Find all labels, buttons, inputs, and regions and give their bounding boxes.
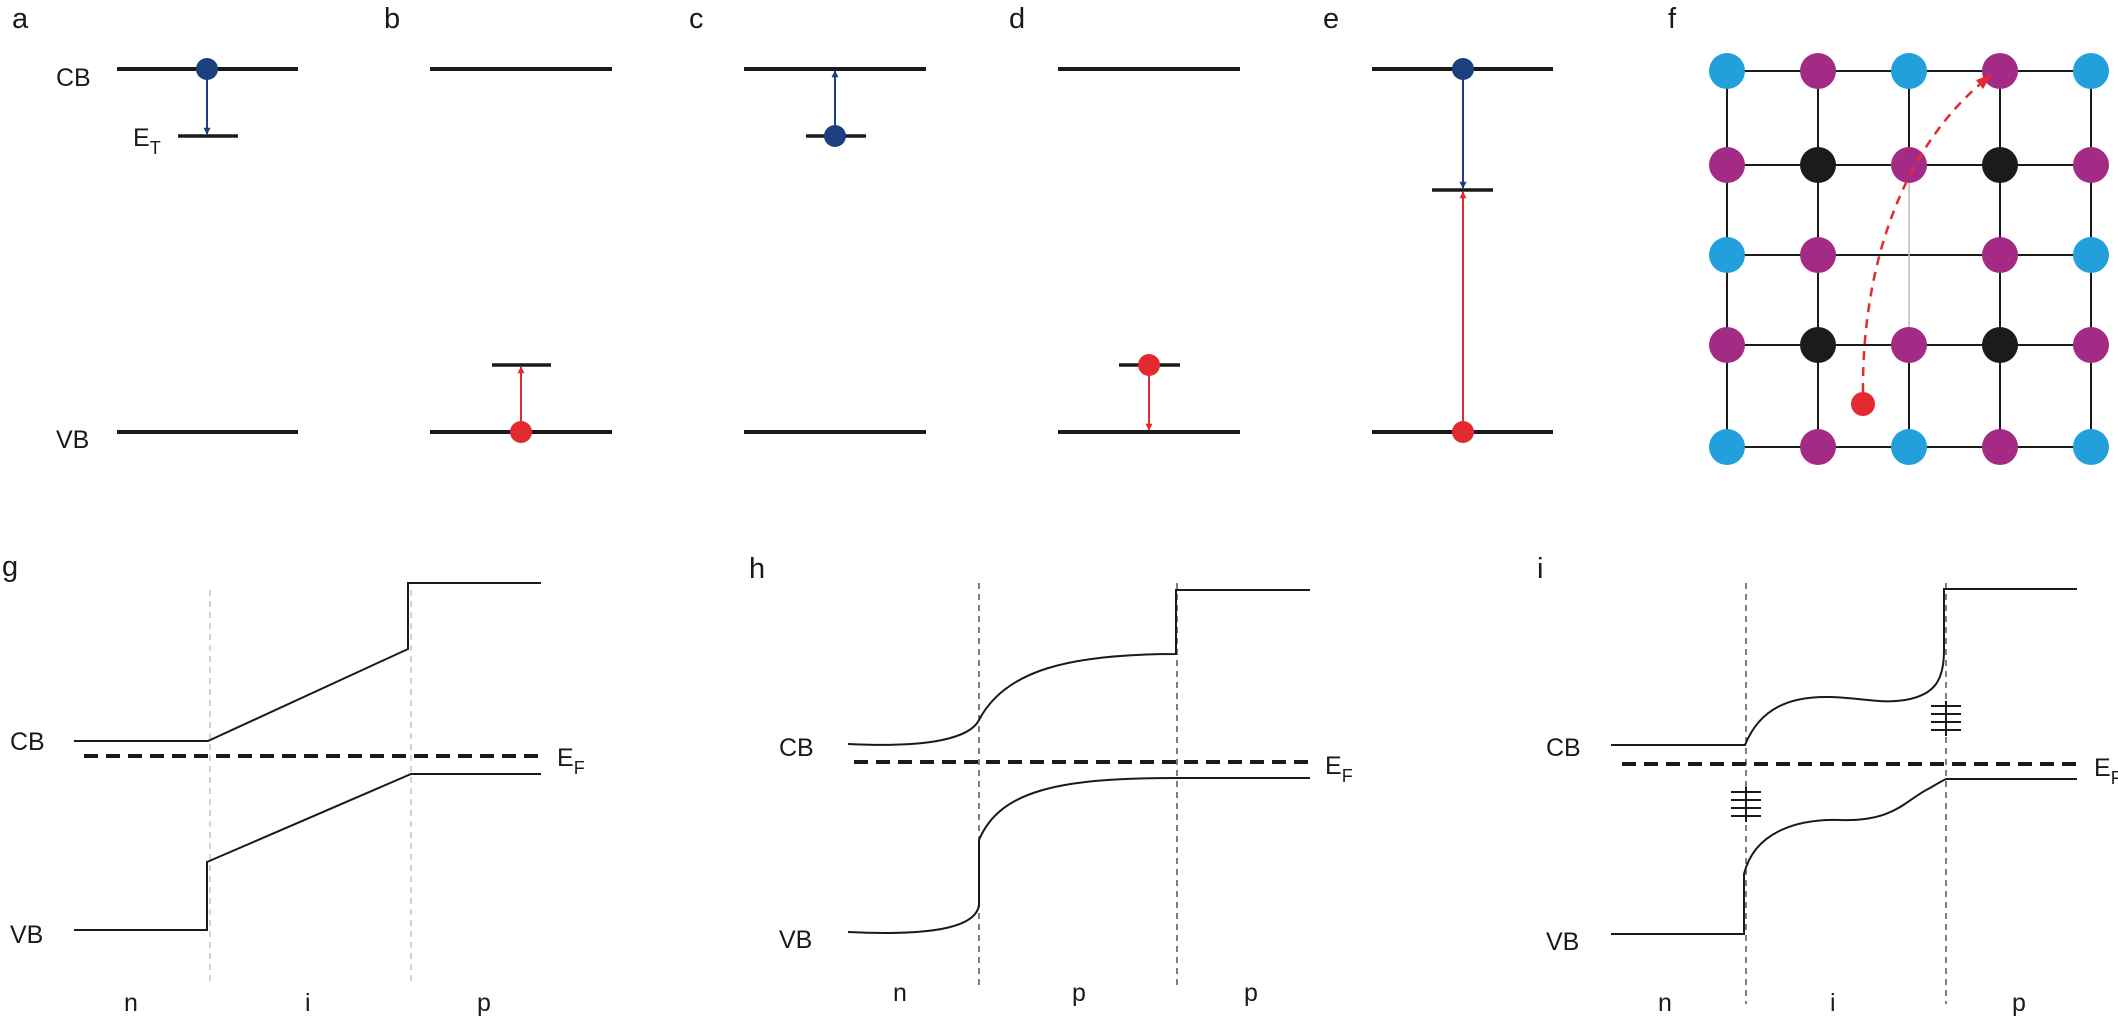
panel-letter-a: a: [12, 3, 29, 35]
cb-label: CB: [56, 64, 91, 92]
electron: [1452, 58, 1474, 80]
region-label-p: p: [477, 989, 491, 1017]
panel-b: b: [384, 3, 612, 443]
fermi-level-label: EF: [2094, 754, 2118, 788]
vb-label: VB: [56, 426, 89, 454]
panel-i: i CB VB EF n i p: [1537, 553, 2118, 1017]
region-label-n: n: [1658, 989, 1672, 1017]
lattice-atom-magenta: [1891, 327, 1927, 363]
trap-energy-label: ET: [133, 124, 161, 158]
panel-f: f: [1668, 3, 2109, 465]
fermi-level-label: EF: [557, 744, 585, 778]
panel-h: h CB VB EF n p p: [749, 553, 1353, 1007]
region-label-p: p: [1072, 979, 1086, 1007]
panel-letter-b: b: [384, 3, 400, 35]
lattice-atom-magenta: [1709, 147, 1745, 183]
lattice-atom-cyan: [1709, 53, 1745, 89]
lattice-atom-cyan: [1891, 429, 1927, 465]
region-label-i: i: [1830, 989, 1836, 1017]
valence-band-edge: [1611, 778, 2077, 935]
electron: [196, 58, 218, 80]
lattice-atom-magenta: [1982, 53, 2018, 89]
panel-e: e: [1323, 3, 1553, 443]
lattice-atom-magenta: [1800, 429, 1836, 465]
panel-letter-f: f: [1668, 3, 1677, 35]
valence-band-edge: [74, 773, 541, 931]
panel-letter-h: h: [749, 553, 765, 585]
hole: [510, 421, 532, 443]
lattice-atom-magenta: [2073, 147, 2109, 183]
lattice-atom-magenta: [1982, 237, 2018, 273]
mobile-defect: [1851, 392, 1875, 416]
fermi-level-label: EF: [1325, 752, 1353, 786]
vb-label: VB: [10, 921, 43, 949]
crystal-lattice: [1709, 53, 2109, 465]
lattice-atom-cyan: [2073, 53, 2109, 89]
electron: [824, 125, 846, 147]
lattice-atom-cyan: [1891, 53, 1927, 89]
conduction-band-edge: [1611, 588, 2077, 746]
conduction-band-edge: [847, 589, 1310, 746]
interface-trap-states: [1931, 701, 1961, 736]
defect-migration-path: [1861, 79, 1986, 393]
region-label-n: n: [124, 989, 138, 1017]
lattice-atom-black: [1800, 327, 1836, 363]
vb-label: VB: [779, 926, 812, 954]
lattice-atom-magenta: [2073, 327, 2109, 363]
panel-c: c: [689, 3, 926, 434]
region-label-i: i: [305, 989, 311, 1017]
migration-arrowhead: [1976, 74, 1992, 89]
lattice-atom-cyan: [2073, 429, 2109, 465]
lattice-atom-black: [1982, 147, 2018, 183]
hole: [1452, 421, 1474, 443]
lattice-atom-black: [1800, 147, 1836, 183]
lattice-atom-magenta: [1982, 429, 2018, 465]
lattice-atom-magenta: [1709, 327, 1745, 363]
lattice-atom-black: [1982, 327, 2018, 363]
lattice-atom-cyan: [1709, 237, 1745, 273]
panel-letter-d: d: [1009, 3, 1025, 35]
panel-letter-g: g: [2, 551, 18, 583]
region-label-p: p: [2012, 989, 2026, 1017]
hole: [1138, 354, 1160, 376]
region-label-p: p: [1244, 979, 1258, 1007]
lattice-atom-magenta: [1800, 53, 1836, 89]
lattice-atom-cyan: [1709, 429, 1745, 465]
region-label-n: n: [893, 979, 907, 1007]
panel-a: a CB VB ET: [12, 3, 298, 454]
panel-d: d: [1009, 3, 1240, 434]
conduction-band-edge: [74, 582, 541, 742]
interface-trap-states: [1731, 787, 1761, 822]
lattice-atom-magenta: [1800, 237, 1836, 273]
cb-label: CB: [10, 728, 45, 756]
lattice-atom-cyan: [2073, 237, 2109, 273]
cb-label: CB: [779, 734, 814, 762]
panel-letter-i: i: [1537, 553, 1543, 585]
cb-label: CB: [1546, 734, 1581, 762]
vb-label: VB: [1546, 928, 1579, 956]
valence-band-edge: [847, 777, 1310, 934]
panel-g: g CB VB EF n i p: [2, 551, 585, 1017]
panel-letter-c: c: [689, 3, 704, 35]
lattice-atom-magenta: [1891, 147, 1927, 183]
panel-letter-e: e: [1323, 3, 1339, 35]
